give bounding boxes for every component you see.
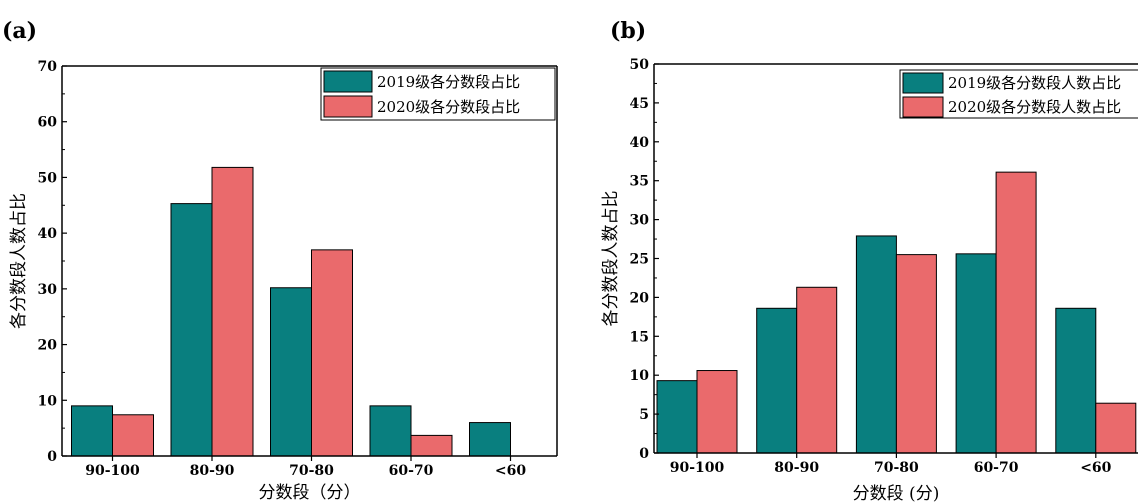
y-tick-label: 40: [630, 135, 650, 151]
bar-series-1-3: [995, 171, 1037, 454]
y-tick-label: 0: [47, 449, 57, 465]
x-tick-label: 60-70: [974, 460, 1019, 476]
panel-label: (b): [610, 18, 646, 44]
legend-label-1: 2020级各分数段人数占比: [948, 98, 1121, 116]
y-tick-label: 50: [630, 57, 650, 73]
y-tick-label: 30: [38, 282, 58, 298]
y-tick-label: 10: [630, 368, 650, 384]
bar-series-0-3: [369, 405, 412, 457]
x-tick-label: 90-100: [670, 460, 725, 476]
x-tick-label: 80-90: [190, 463, 235, 479]
legend: 2019级各分数段占比 2020级各分数段占比: [320, 67, 556, 121]
panel-b: (b) 90-100 80-90 70-80 60-70 <60 0 5 10 15 20 25 30 3…: [601, 18, 1138, 504]
y-tick-label: 60: [38, 115, 58, 131]
legend-swatch-1: [323, 95, 373, 118]
bar-series-0-3: [955, 253, 997, 454]
bar-series-0-2: [270, 287, 312, 457]
y-tick-label: 0: [639, 446, 649, 462]
y-tick-label: 70: [38, 59, 58, 75]
y-tick-label: 25: [630, 252, 649, 268]
bar-series-0-4: [469, 422, 511, 457]
y-tick-label: 20: [38, 338, 58, 354]
y-axis-title: 各分数段人数占比: [601, 191, 621, 327]
legend-label-1: 2020级各分数段占比: [377, 98, 520, 116]
x-tick-label: <60: [1080, 460, 1111, 476]
panel-label: (a): [2, 18, 37, 44]
legend-swatch-0: [323, 70, 373, 93]
bar-series-1-4: [1095, 402, 1137, 454]
legend-label-0: 2019级各分数段占比: [377, 73, 520, 91]
y-tick-label: 45: [630, 96, 649, 112]
x-tick-label: 80-90: [774, 460, 819, 476]
bar-series-1-1: [211, 166, 254, 457]
bar-series-0-0: [71, 405, 113, 457]
y-tick-label: 20: [630, 290, 650, 306]
legend-swatch-1: [902, 96, 944, 118]
bar-series-0-1: [756, 307, 798, 454]
y-tick-label: 5: [639, 407, 649, 423]
y-axis-title: 各分数段人数占比: [9, 193, 29, 329]
bar-series-0-1: [170, 203, 213, 457]
legend-swatch-0: [902, 72, 944, 94]
y-tick-label: 10: [38, 393, 58, 409]
bar-series-1-2: [895, 254, 937, 454]
bar-series-1-1: [796, 286, 838, 454]
x-axis-title: 分数段（分）: [259, 483, 361, 503]
bar-series-1-0: [696, 370, 738, 454]
x-tick-label: 70-80: [289, 463, 334, 479]
legend: 2019级各分数段人数占比 2020级各分数段人数占比: [899, 69, 1138, 119]
x-tick-label: 60-70: [389, 463, 434, 479]
x-tick-label: 70-80: [874, 460, 919, 476]
bar-series-0-0: [656, 380, 698, 454]
bar-series-0-4: [1055, 307, 1097, 454]
legend-label-0: 2019级各分数段人数占比: [948, 74, 1121, 92]
bar-series-1-3: [410, 434, 453, 457]
y-tick-label: 40: [38, 226, 58, 242]
panel-a: (a) 90-100 80-90 70-80 60-70 <60 0 10 20 30 40 50 60…: [2, 18, 558, 503]
y-tick-label: 50: [38, 170, 58, 186]
y-tick-label: 15: [630, 329, 649, 345]
x-tick-label: <60: [495, 463, 526, 479]
y-tick-label: 35: [630, 174, 649, 190]
x-axis-title: 分数段 (分): [853, 484, 940, 504]
x-tick-label: 90-100: [85, 463, 140, 479]
bar-series-0-2: [855, 235, 897, 454]
y-tick-label: 30: [630, 213, 650, 229]
bar-series-1-0: [112, 414, 154, 457]
bar-series-1-2: [311, 249, 353, 457]
